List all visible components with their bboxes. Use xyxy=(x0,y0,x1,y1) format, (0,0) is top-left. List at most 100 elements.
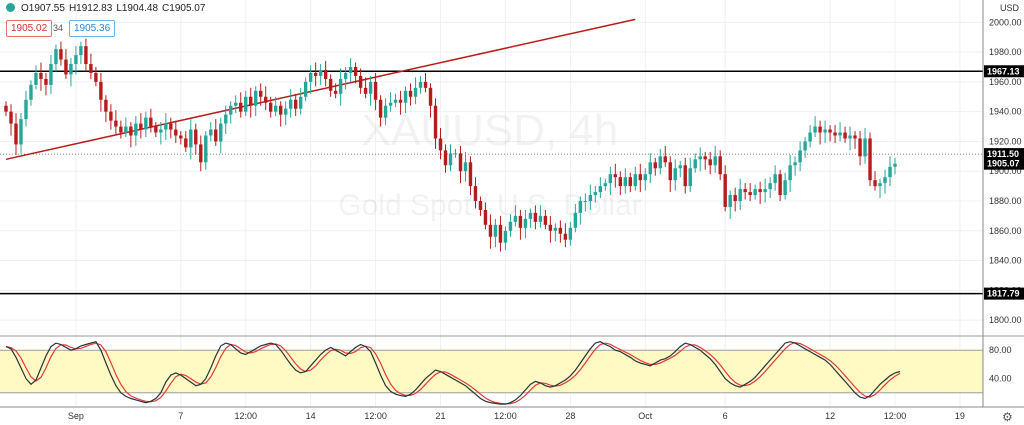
ohlc-low: L1904.48 xyxy=(116,3,159,14)
level-price-tag-bg xyxy=(984,65,1024,78)
candle-body xyxy=(219,123,223,142)
candle-body xyxy=(199,144,203,163)
candle-body xyxy=(318,69,323,76)
x-tick-label: Sep xyxy=(68,411,84,421)
ask-price-button[interactable]: 1905.36 xyxy=(69,20,116,37)
y-tick-label: 1840.00 xyxy=(989,256,1022,266)
candle-body xyxy=(144,117,148,130)
candle-body xyxy=(39,72,43,79)
candle-body xyxy=(493,224,498,237)
candle-body xyxy=(518,215,523,228)
candle-body xyxy=(229,105,233,115)
candle-body xyxy=(283,108,288,115)
candle-body xyxy=(303,81,308,97)
candle-body xyxy=(863,138,867,157)
candle-body xyxy=(209,129,213,136)
watermark: XAUUSD, 4h Gold Spot / U.S. Dollar xyxy=(338,106,641,222)
level-price-tag: 1967.13 xyxy=(987,66,1020,76)
dotted-price-tag-bg xyxy=(984,148,1024,161)
candle-body xyxy=(249,96,253,106)
bid-price-button[interactable]: 1905.02 xyxy=(6,20,53,37)
candle-body xyxy=(783,180,787,196)
candle-body xyxy=(338,78,343,94)
y-tick-label: 1800.00 xyxy=(989,315,1022,325)
candle-body xyxy=(89,64,93,73)
candle-body xyxy=(808,132,812,142)
candle-body xyxy=(713,156,717,166)
candle-body xyxy=(798,150,802,163)
candle-body xyxy=(698,156,702,160)
candle-body xyxy=(818,126,822,133)
candle-body xyxy=(69,64,73,75)
candle-body xyxy=(848,135,852,139)
settings-gear-icon[interactable]: ⚙ xyxy=(1002,410,1013,424)
stochastic-tick-label: 40.00 xyxy=(989,374,1012,384)
stochastic-panel xyxy=(0,335,1024,405)
candle-body xyxy=(269,102,273,112)
candle-body xyxy=(333,90,338,94)
ohlc-close: C1905.07 xyxy=(162,3,206,14)
candle-body xyxy=(668,162,672,181)
candle-body xyxy=(164,123,168,130)
candle-body xyxy=(833,132,837,136)
candle-body xyxy=(458,153,463,172)
candle-body xyxy=(788,165,792,181)
candle-body xyxy=(768,183,772,190)
candle-body xyxy=(813,126,817,133)
candle-body xyxy=(254,90,258,106)
candle-body xyxy=(728,195,732,207)
y-tick-label: 1880.00 xyxy=(989,196,1022,206)
candle-body xyxy=(553,227,558,231)
candle-body xyxy=(368,81,373,94)
candle-body xyxy=(204,135,208,163)
candle-body xyxy=(658,156,662,169)
candle-body xyxy=(154,126,158,133)
candle-body xyxy=(778,174,782,196)
candle-body xyxy=(453,153,458,155)
candle-body xyxy=(149,117,153,127)
candle-body xyxy=(763,189,767,193)
y-tick-label: 1960.00 xyxy=(989,77,1022,87)
candle-body xyxy=(448,153,453,166)
candle-body xyxy=(653,162,657,169)
candle-body xyxy=(838,132,842,136)
stochastic-d-line xyxy=(5,341,901,405)
candle-body xyxy=(723,174,727,207)
y-tick-label: 1920.00 xyxy=(989,136,1022,146)
candle-body xyxy=(663,156,667,163)
candle-body xyxy=(573,212,578,228)
candle-body xyxy=(54,49,58,65)
candle-body xyxy=(24,99,28,120)
candle-body xyxy=(259,90,263,97)
candle-body xyxy=(753,189,757,196)
x-tick-label: 12:00 xyxy=(234,411,257,421)
candle-body xyxy=(378,99,383,118)
candle-body xyxy=(708,159,712,166)
candle-body xyxy=(878,183,882,187)
candle-body xyxy=(843,132,847,139)
candle-body xyxy=(189,129,193,148)
candle-body xyxy=(393,99,398,103)
trendline-group[interactable] xyxy=(5,18,636,161)
candle-body xyxy=(743,189,747,193)
candle-body xyxy=(893,163,897,167)
candle-body xyxy=(608,174,613,184)
currency-label: USD xyxy=(1000,3,1020,13)
candle-body xyxy=(673,168,677,181)
candle-body xyxy=(703,156,707,160)
candle-body xyxy=(468,162,473,187)
candle-body xyxy=(873,180,877,187)
candle-body xyxy=(383,105,388,118)
candle-body xyxy=(828,129,832,133)
level-price-tag: 1817.79 xyxy=(987,289,1020,299)
symbol-status-dot xyxy=(6,3,15,12)
candle-body xyxy=(758,189,762,193)
candle-body xyxy=(79,46,83,56)
candle-body xyxy=(598,186,603,193)
horizontal-levels[interactable] xyxy=(0,70,983,295)
candle-body xyxy=(618,177,623,187)
candle-body xyxy=(473,186,478,201)
candle-body xyxy=(84,46,88,65)
candle-body xyxy=(353,67,358,76)
